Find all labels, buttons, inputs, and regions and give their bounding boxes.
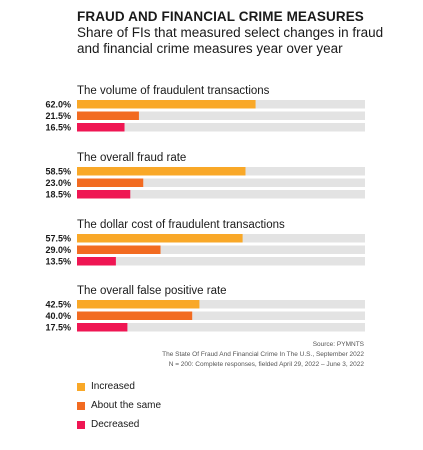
bar-3-about-the-same — [77, 245, 161, 254]
value-label-3-about-the-same: 29.0% — [45, 245, 71, 255]
bar-4-increased — [77, 300, 200, 309]
source-line-1: Source: PYMNTS — [312, 341, 364, 348]
bar-3-increased — [77, 234, 243, 243]
chart-subtitle: Share of FIs that measured select change… — [77, 25, 384, 56]
bar-track-1-decreased — [77, 123, 365, 132]
legend-label-decreased: Decreased — [91, 419, 140, 430]
legend-swatch-increased — [77, 383, 85, 391]
value-label-2-decreased: 18.5% — [45, 190, 71, 200]
bar-2-decreased — [77, 190, 131, 199]
chart-title: FRAUD AND FINANCIAL CRIME MEASURES — [77, 9, 364, 24]
bar-track-3-decreased — [77, 257, 365, 266]
value-label-4-decreased: 17.5% — [45, 323, 71, 333]
bar-track-1-about-the-same — [77, 111, 365, 120]
bar-track-2-decreased — [77, 190, 365, 199]
group-label-3: The dollar cost of fraudulent transactio… — [77, 219, 285, 231]
value-label-1-decreased: 16.5% — [45, 123, 71, 133]
group-label-4: The overall false positive rate — [77, 285, 227, 297]
bar-track-4-increased — [77, 300, 365, 309]
bar-4-decreased — [77, 323, 128, 332]
value-label-2-increased: 58.5% — [45, 167, 71, 177]
value-label-3-decreased: 13.5% — [45, 257, 71, 267]
legend-swatch-decreased — [77, 421, 85, 429]
bar-1-increased — [77, 100, 256, 109]
bar-track-4-decreased — [77, 323, 365, 332]
source-line-2: The State Of Fraud And Financial Crime I… — [162, 351, 364, 358]
value-label-1-increased: 62.0% — [45, 100, 71, 110]
group-label-1: The volume of fraudulent transactions — [77, 85, 270, 97]
value-label-4-increased: 42.5% — [45, 300, 71, 310]
value-label-1-about-the-same: 21.5% — [45, 111, 71, 121]
bar-4-about-the-same — [77, 311, 193, 320]
bar-1-decreased — [77, 123, 125, 132]
legend-swatch-about-the-same — [77, 402, 85, 410]
bar-3-decreased — [77, 257, 116, 266]
value-label-3-increased: 57.5% — [45, 234, 71, 244]
source-line-3: N = 200: Complete responses, fielded Apr… — [168, 361, 364, 368]
bar-2-about-the-same — [77, 178, 144, 187]
legend-label-about-the-same: About the same — [91, 400, 162, 411]
value-label-2-about-the-same: 23.0% — [45, 178, 71, 188]
bar-2-increased — [77, 167, 246, 176]
bar-track-4-about-the-same — [77, 311, 365, 320]
legend-label-increased: Increased — [91, 381, 135, 392]
group-label-2: The overall fraud rate — [77, 152, 186, 164]
bar-track-3-about-the-same — [77, 245, 365, 254]
bar-track-2-about-the-same — [77, 178, 365, 187]
bar-1-about-the-same — [77, 111, 139, 120]
value-label-4-about-the-same: 40.0% — [45, 311, 71, 321]
